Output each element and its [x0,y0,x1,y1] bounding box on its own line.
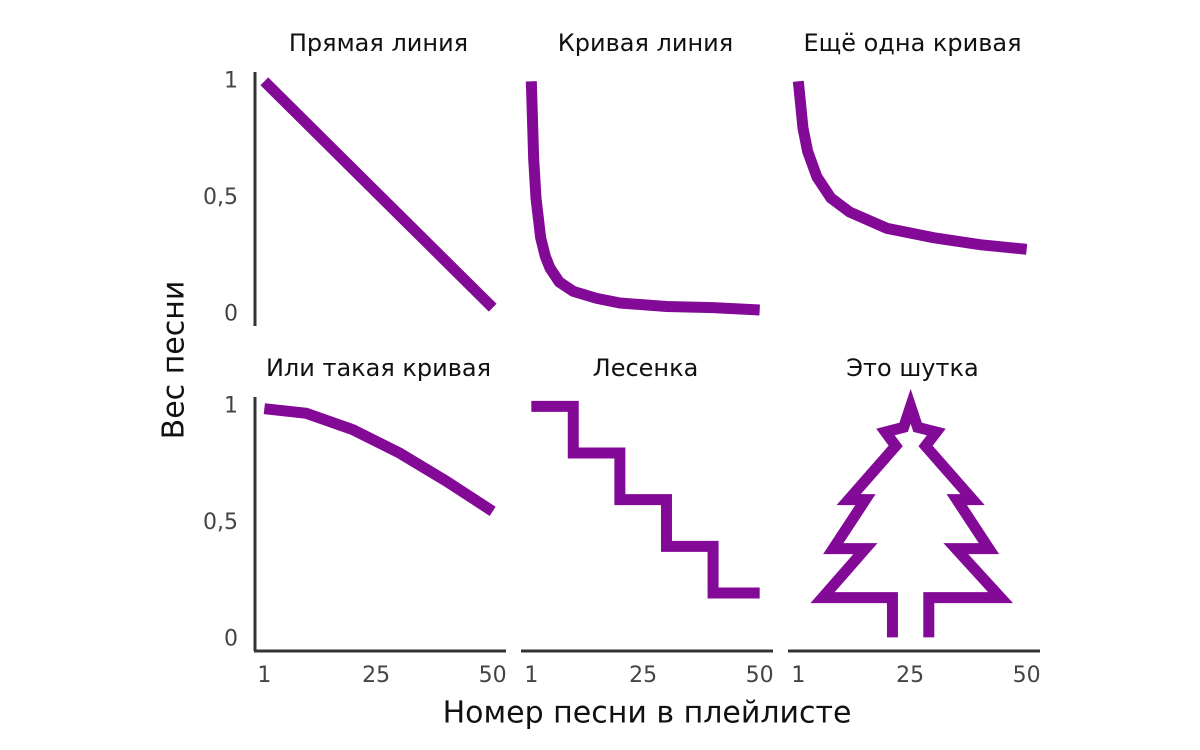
x-tick-label: 25 [896,663,924,688]
x-tick-label: 1 [791,663,805,688]
panel-title: Ещё одна кривая [803,29,1021,57]
y-tick-label: 0 [224,627,238,652]
y-tick-label: 0 [224,302,238,327]
panel-title: Лесенка [593,354,699,382]
data-line [531,400,760,599]
y-tick-label: 0,5 [203,185,238,210]
y-tick-label: 1 [224,68,238,93]
panel-title: Прямая линия [289,29,468,57]
y-tick-label: 0,5 [203,510,238,535]
x-tick-label: 1 [524,663,538,688]
data-line [792,80,1028,255]
x-tick-label: 1 [257,663,271,688]
x-axis-label: Номер песни в плейлисте [443,696,852,731]
data-line [263,403,496,516]
data-line [810,388,1014,638]
panel-title: Кривая линия [558,29,733,57]
y-tick-label: 1 [224,393,238,418]
x-tick-label: 50 [479,663,507,688]
panel-title: Это шутка [846,354,978,382]
x-tick-label: 50 [746,663,774,688]
data-line [260,77,497,312]
panel-title: Или такая кривая [266,354,491,382]
x-tick-label: 25 [362,663,390,688]
x-tick-label: 50 [1013,663,1041,688]
x-tick-label: 25 [629,663,657,688]
y-axis-label: Вес песни [157,281,192,440]
data-line [525,81,760,316]
